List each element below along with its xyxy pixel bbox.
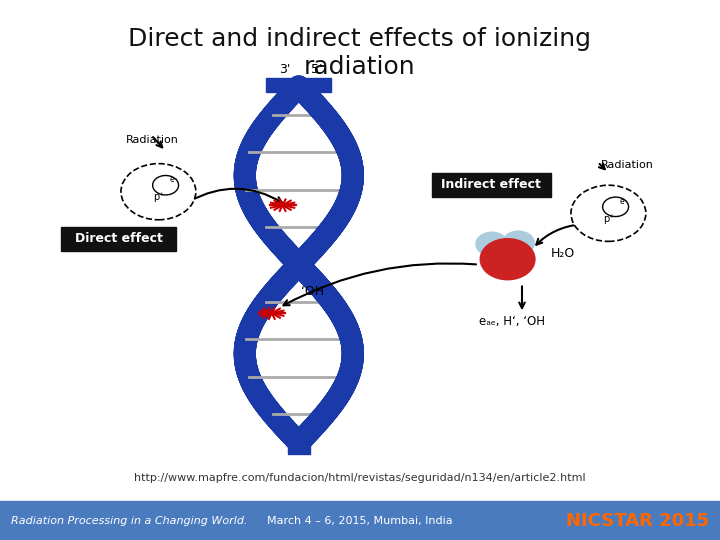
Text: March 4 – 6, 2015, Mumbai, India: March 4 – 6, 2015, Mumbai, India [267, 516, 453, 525]
Text: 3': 3' [279, 63, 290, 76]
Text: http://www.mapfre.com/fundacion/html/revistas/seguridad/n134/en/article2.html: http://www.mapfre.com/fundacion/html/rev… [134, 473, 586, 483]
Text: 5': 5' [311, 63, 323, 76]
Text: Direct and indirect effects of ionizing
radiation: Direct and indirect effects of ionizing … [128, 27, 592, 79]
Circle shape [480, 239, 535, 280]
Bar [288, 440, 310, 454]
Text: eₐₑ, Hʻ, ʻOH: eₐₑ, Hʻ, ʻOH [479, 315, 545, 328]
Bar [61, 227, 176, 251]
Text: H₂O: H₂O [551, 247, 575, 260]
Text: p⁺: p⁺ [603, 214, 614, 224]
Text: Radiation: Radiation [601, 160, 654, 170]
Text: e⁻: e⁻ [620, 197, 629, 206]
Text: NICSTAR 2015: NICSTAR 2015 [566, 511, 709, 530]
Text: Radiation Processing in a Changing World.: Radiation Processing in a Changing World… [11, 516, 247, 525]
Circle shape [571, 185, 646, 241]
Text: Direct effect: Direct effect [75, 232, 163, 246]
Text: p⁺: p⁺ [153, 192, 164, 202]
Text: e⁻: e⁻ [170, 176, 179, 184]
Circle shape [476, 232, 508, 256]
Circle shape [121, 164, 196, 220]
Text: Indirect effect: Indirect effect [441, 178, 541, 192]
Bar [266, 78, 331, 92]
Bar [432, 173, 551, 197]
Text: ʻOH: ʻOH [301, 285, 324, 298]
Text: Radiation: Radiation [126, 136, 179, 145]
Circle shape [503, 231, 534, 255]
Bar [0, 501, 720, 540]
